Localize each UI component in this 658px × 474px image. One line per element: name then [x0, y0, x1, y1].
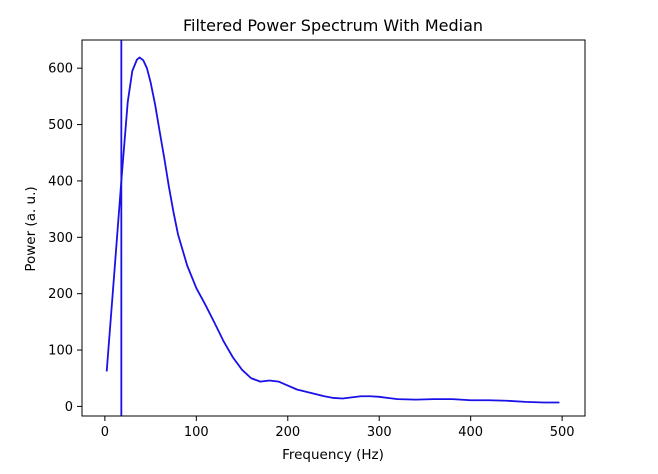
spectrum-line [105, 56, 560, 404]
x-tick-label: 200 [275, 425, 300, 440]
x-axis: 0 100 200 300 400 500 [101, 416, 575, 440]
y-tick-label: 100 [48, 344, 73, 359]
x-tick-label: 400 [458, 425, 483, 440]
y-tick-label: 200 [48, 287, 73, 302]
plot-area [81, 39, 586, 417]
x-tick-label: 300 [367, 425, 392, 440]
y-axis: 0 100 200 300 400 500 600 [48, 62, 82, 415]
y-tick-label: 300 [48, 231, 73, 246]
y-tick-label: 400 [48, 174, 73, 189]
x-tick-label: 0 [101, 425, 109, 440]
y-tick-label: 600 [48, 62, 73, 77]
chart-title: Filtered Power Spectrum With Median [183, 16, 483, 35]
y-axis-label: Power (a. u.) [23, 186, 39, 271]
x-tick-label: 100 [184, 425, 209, 440]
y-tick-label: 500 [48, 118, 73, 133]
y-tick-label: 0 [65, 400, 73, 415]
x-tick-label: 500 [550, 425, 575, 440]
plot-frame [81, 39, 586, 417]
x-axis-label: Frequency (Hz) [282, 447, 384, 463]
